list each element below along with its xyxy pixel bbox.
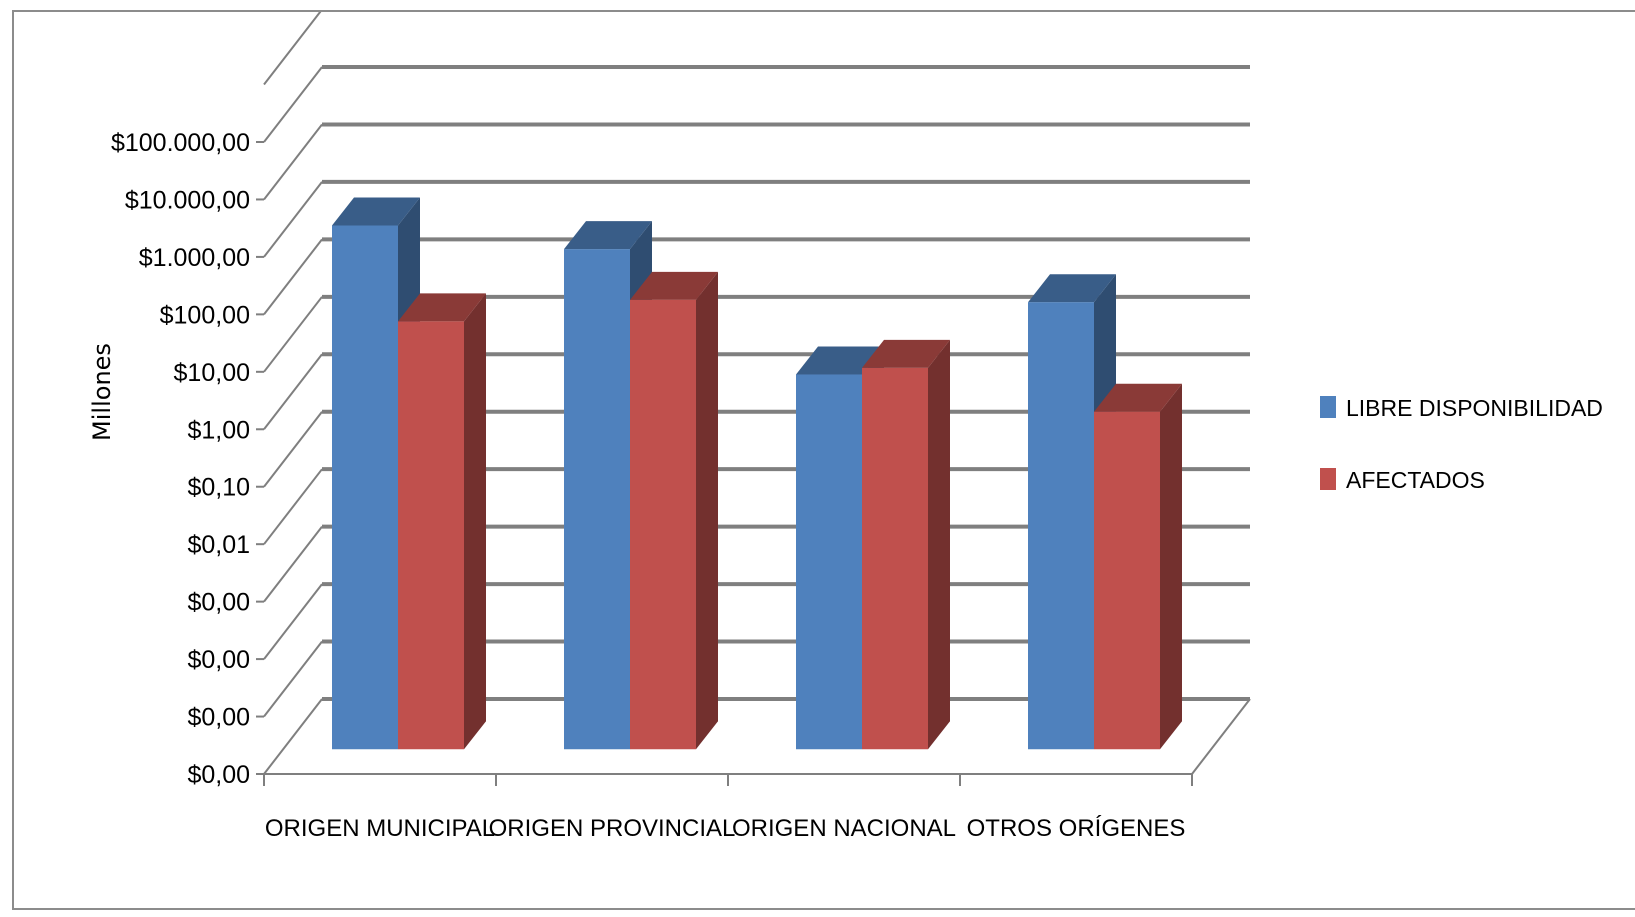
floor-right-edge [1191,698,1251,775]
legend-label: AFECTADOS [1346,467,1485,493]
bar-front [862,367,928,750]
bar [862,339,950,750]
y-tick-label: $10,00 [174,359,250,387]
x-tick-label: OTROS ORÍGENES [967,815,1186,842]
y-tick-label: $0,00 [187,761,250,789]
side-wall-gridline [263,12,322,86]
side-wall-gridline [263,698,323,775]
side-wall-gridline [263,123,323,201]
x-tick-label: ORIGEN NACIONAL [732,815,956,842]
y-tick-label: $0,00 [187,704,250,732]
bar-side [696,271,718,750]
bar-top [862,339,950,368]
bar-front [1094,411,1160,750]
side-wall-gridline [263,526,323,603]
bar-front [796,374,862,750]
x-tick-label: ORIGEN PROVINCIAL [489,815,736,842]
legend-label: LIBRE DISPONIBILIDAD [1346,395,1603,421]
bar-front [564,249,630,750]
bar-top [332,197,420,226]
bar-side [1160,383,1182,750]
legend-swatch [1320,468,1336,490]
y-axis-ticks: $0,00 $0,00 $0,00 $0,00 $0,01 $0,10 $1,00 $10,0… [111,129,264,789]
bar-front [1028,302,1094,750]
bar [332,197,420,750]
x-tick-label: ORIGEN MUNICIPAL [265,815,495,842]
side-wall-gridline [263,238,323,315]
y-tick-label: $0,01 [187,531,250,559]
side-wall-gridline [263,181,323,258]
bar-top [1094,383,1182,412]
side-wall-gridline [263,353,323,430]
bar-front [630,299,696,750]
legend: LIBRE DISPONIBILIDAD AFECTADOS [1320,395,1603,493]
bar-side [464,293,486,750]
side-wall-gridline [263,66,323,143]
y-tick-label: $100,00 [160,301,250,329]
bar [630,271,718,750]
bar-top [796,346,884,375]
bar-top [630,271,718,300]
bar-front [398,321,464,750]
side-wall-gridline [263,296,323,373]
bar-top [564,221,652,250]
bar-side [928,339,950,750]
bar-top [1028,274,1116,303]
bars [332,197,1182,750]
y-tick-label: $0,00 [187,646,250,674]
y-tick-label: $10.000,00 [125,186,250,214]
chart-frame: $0,00 $0,00 $0,00 $0,00 $0,01 $0,10 $1,00 $10,0… [12,10,1635,910]
side-wall-gridline [263,411,323,488]
side-wall-gridline [263,468,323,545]
y-tick-label: $0,00 [187,589,250,617]
legend-swatch [1320,396,1336,418]
side-wall-gridline [263,640,323,718]
bar [1094,383,1182,750]
bar-front [332,225,398,750]
bar-chart: $0,00 $0,00 $0,00 $0,00 $0,01 $0,10 $1,00 $10,0… [88,12,1603,842]
y-tick-label: $100.000,00 [111,129,250,157]
bar [398,293,486,750]
y-tick-label: $1,00 [187,416,250,444]
y-tick-label: $0,10 [187,474,250,502]
side-wall-gridline [263,583,323,660]
y-axis-title: Millones [88,343,116,441]
bar-top [398,293,486,322]
y-tick-label: $1.000,00 [139,244,250,272]
